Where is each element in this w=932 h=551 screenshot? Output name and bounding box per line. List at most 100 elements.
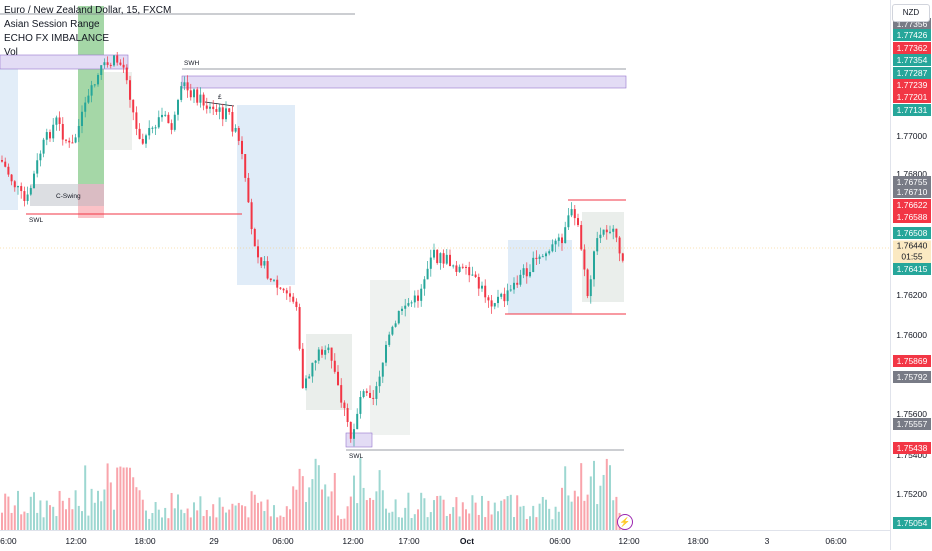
volume-bar bbox=[10, 512, 13, 530]
candle-body bbox=[231, 111, 234, 132]
candle-body bbox=[455, 265, 458, 272]
candle-body bbox=[7, 166, 10, 175]
volume-bar bbox=[423, 498, 426, 530]
symbol-title[interactable]: Euro / New Zealand Dollar, 15, FXCM bbox=[4, 5, 172, 16]
volume-bar bbox=[385, 508, 387, 530]
candle-body bbox=[87, 95, 90, 103]
candle-body bbox=[23, 191, 26, 201]
volume-bar bbox=[141, 499, 144, 530]
candle-body bbox=[36, 160, 39, 174]
volume-bar bbox=[218, 497, 221, 530]
indicator-label[interactable]: Asian Session Range bbox=[4, 19, 100, 30]
candle-body bbox=[615, 228, 618, 238]
volume-bar bbox=[161, 517, 163, 530]
volume-bar bbox=[269, 516, 272, 530]
candle-body bbox=[343, 402, 346, 409]
volume-bar bbox=[593, 460, 595, 530]
volume-bar bbox=[282, 516, 285, 530]
candle-body bbox=[125, 67, 128, 81]
candle-body bbox=[497, 296, 499, 304]
candle-body bbox=[132, 99, 135, 113]
volume-bar bbox=[506, 496, 509, 530]
volume-bar bbox=[477, 514, 480, 530]
candle-body bbox=[215, 109, 218, 112]
candle-body bbox=[42, 139, 45, 154]
volume-bar bbox=[346, 506, 349, 530]
volume-bar bbox=[253, 494, 256, 530]
volume-bar bbox=[93, 502, 96, 530]
candle-body bbox=[282, 288, 285, 291]
time-tick: 06:00 bbox=[272, 536, 294, 546]
volume-bar bbox=[71, 509, 74, 530]
candle-body bbox=[372, 397, 375, 399]
volume-bar bbox=[612, 500, 615, 530]
lightning-icon[interactable]: ⚡ bbox=[617, 514, 633, 530]
price-axis[interactable]: 1.77000 1.76800 1.76200 1.76000 1.75600 … bbox=[890, 0, 932, 550]
volume-bar bbox=[461, 502, 464, 530]
volume-bar bbox=[442, 499, 445, 530]
volume-bar bbox=[148, 518, 151, 530]
candle-body bbox=[263, 261, 266, 266]
candle-body bbox=[45, 132, 48, 140]
volume-bar bbox=[250, 491, 253, 530]
volume-bar bbox=[362, 487, 365, 530]
candle-body bbox=[609, 231, 611, 233]
candle-body bbox=[90, 85, 93, 96]
candle-body bbox=[564, 227, 567, 244]
candle-body bbox=[548, 251, 551, 254]
candle-body bbox=[359, 396, 362, 414]
currency-selector[interactable]: NZD bbox=[892, 4, 930, 22]
volume-bar bbox=[417, 509, 419, 530]
time-tick: 12:00 bbox=[618, 536, 640, 546]
volume-bar bbox=[189, 517, 192, 530]
volume-bar bbox=[583, 500, 586, 530]
candle-body bbox=[461, 266, 464, 268]
volume-bar bbox=[193, 502, 195, 530]
volume-bar bbox=[468, 513, 471, 530]
volume-bar bbox=[106, 463, 109, 530]
volume-bar bbox=[164, 507, 167, 530]
candle-body bbox=[212, 106, 215, 110]
price-tick: 1.76800 bbox=[896, 169, 927, 179]
indicator-label[interactable]: Vol bbox=[4, 47, 18, 58]
imbalance-zone bbox=[78, 184, 104, 218]
candle-body bbox=[317, 349, 320, 361]
volume-bar bbox=[285, 506, 288, 530]
candle-body bbox=[65, 139, 67, 141]
volume-bar bbox=[378, 470, 381, 530]
candle-body bbox=[58, 117, 61, 124]
candle-body bbox=[522, 268, 525, 275]
candle-body bbox=[68, 140, 71, 143]
level-lines bbox=[0, 13, 890, 451]
candle-series bbox=[1, 51, 624, 447]
volume-bar bbox=[557, 511, 560, 530]
candle-body bbox=[401, 308, 403, 311]
volume-bar bbox=[234, 505, 237, 530]
candle-body bbox=[116, 55, 119, 63]
candle-body bbox=[183, 82, 186, 87]
volume-bar bbox=[573, 490, 576, 530]
volume-bar bbox=[567, 495, 570, 530]
volume-bar bbox=[436, 496, 439, 530]
volume-bar bbox=[49, 505, 51, 530]
volume-bar bbox=[605, 458, 608, 530]
candle-body bbox=[103, 62, 106, 66]
candle-body bbox=[157, 117, 160, 128]
price-tick: 1.76000 bbox=[896, 330, 927, 340]
price-tick: 1.77000 bbox=[896, 131, 927, 141]
candle-body bbox=[593, 251, 595, 280]
candle-body bbox=[77, 125, 80, 138]
volume-bar bbox=[455, 497, 458, 530]
candle-body bbox=[113, 55, 115, 66]
indicator-label[interactable]: ECHO FX IMBALANCE bbox=[4, 33, 110, 44]
volume-bar bbox=[369, 497, 371, 530]
time-axis[interactable]: 06:00 12:00 18:00 29 06:00 12:00 17:00 O… bbox=[0, 530, 890, 551]
price-chart[interactable]: SWH SWL SWL C-Swing £ bbox=[0, 0, 890, 530]
candle-body bbox=[423, 279, 426, 289]
volume-bar bbox=[381, 490, 384, 530]
volume-bar bbox=[522, 505, 525, 530]
volume-bar bbox=[180, 509, 183, 530]
candle-body bbox=[506, 290, 509, 302]
candle-body bbox=[346, 408, 349, 423]
volume-bar bbox=[538, 503, 541, 530]
